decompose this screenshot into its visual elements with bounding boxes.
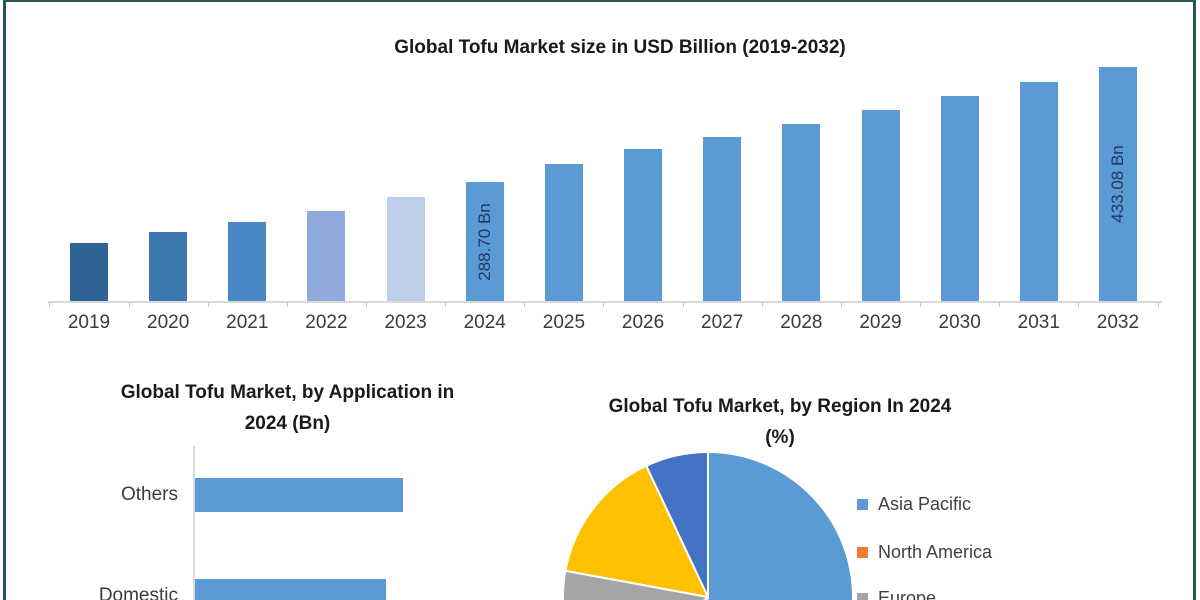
region-chart-title-line2: (%) bbox=[765, 427, 795, 448]
category-label-others: Others bbox=[120, 484, 178, 505]
x-axis-label-2027: 2027 bbox=[701, 312, 744, 333]
market-size-plot-area: 288.70 Bn 433.08 Bn bbox=[50, 46, 1162, 301]
axis-tick bbox=[366, 303, 367, 307]
axis-tick bbox=[920, 303, 922, 307]
bar-value-label-2024: 288.70 Bn bbox=[474, 202, 494, 281]
axis-tick bbox=[445, 303, 447, 307]
legend-item-north-america: North America bbox=[857, 540, 992, 564]
legend-swatch-icon bbox=[857, 592, 868, 600]
x-axis-label-2021: 2021 bbox=[226, 312, 269, 333]
bar-2028 bbox=[782, 124, 821, 301]
axis-tick bbox=[524, 303, 526, 307]
legend-item-asia-pacific: Asia Pacific bbox=[857, 492, 971, 516]
border-right bbox=[1193, 0, 1196, 600]
axis-tick bbox=[49, 303, 51, 307]
legend-label: North America bbox=[878, 542, 993, 562]
bar-2026 bbox=[624, 149, 663, 301]
x-axis-label-2025: 2025 bbox=[542, 312, 586, 333]
bar-2020 bbox=[149, 232, 188, 301]
axis-tick bbox=[286, 303, 288, 307]
application-chart-title-line2: 2024 (Bn) bbox=[244, 413, 331, 434]
axis-tick bbox=[840, 303, 842, 307]
bar-2024: 288.70 Bn bbox=[465, 182, 504, 301]
axis-tick bbox=[682, 303, 684, 307]
region-pie bbox=[562, 451, 854, 600]
x-axis-label-2023: 2023 bbox=[384, 312, 427, 333]
bar-2027 bbox=[703, 137, 742, 301]
pie-slice-europe bbox=[562, 569, 709, 600]
legend-swatch-icon bbox=[857, 546, 868, 558]
application-chart-title-line1: Global Tofu Market, by Application in bbox=[120, 382, 455, 403]
region-chart-title-line1: Global Tofu Market, by Region In 2024 bbox=[608, 396, 952, 417]
axis-tick bbox=[603, 303, 605, 307]
bar-2029 bbox=[861, 110, 900, 301]
x-axis-label-2031: 2031 bbox=[1017, 312, 1060, 333]
axis-tick bbox=[761, 303, 763, 307]
bar-2019 bbox=[70, 243, 108, 301]
legend-label: Asia Pacific bbox=[878, 494, 972, 514]
bar-value-label-2032: 433.08 Bn bbox=[1107, 145, 1127, 223]
border-top bbox=[3, 0, 1196, 2]
x-axis-label-2024: 2024 bbox=[463, 312, 506, 333]
axis-tick bbox=[207, 303, 209, 307]
bar-others bbox=[195, 478, 403, 512]
pie-slice-unlabeled-3 bbox=[564, 464, 709, 598]
x-axis-label-2020: 2020 bbox=[147, 312, 190, 333]
pie-slice-unlabeled-4 bbox=[645, 451, 709, 598]
axis-tick bbox=[999, 303, 1001, 307]
x-axis-label-2019: 2019 bbox=[67, 312, 111, 333]
legend-item-europe: Europe bbox=[857, 586, 936, 600]
legend-swatch-icon bbox=[857, 498, 868, 510]
x-axis-label-2029: 2029 bbox=[859, 312, 902, 333]
x-axis-label-2032: 2032 bbox=[1096, 312, 1140, 333]
bar-2022 bbox=[307, 211, 346, 301]
x-axis-label-2022: 2022 bbox=[305, 312, 348, 333]
application-chart-title: Global Tofu Market, by Application in 20… bbox=[55, 377, 520, 439]
axis-tick bbox=[1157, 303, 1159, 307]
axis-tick bbox=[1078, 303, 1080, 307]
bar-2030 bbox=[940, 96, 979, 301]
border-left bbox=[3, 0, 6, 600]
pie-slice-asia-pacific bbox=[705, 451, 854, 600]
bar-2032: 433.08 Bn bbox=[1098, 67, 1137, 301]
market-size-chart-title: Global Tofu Market size in USD Billion (… bbox=[394, 37, 846, 58]
bar-2021 bbox=[228, 222, 267, 301]
application-chart-y-axis bbox=[193, 446, 195, 600]
bar-2023 bbox=[386, 197, 425, 301]
market-size-x-axis bbox=[48, 301, 1162, 303]
x-axis-label-2026: 2026 bbox=[621, 312, 665, 333]
bar-domestic bbox=[195, 579, 386, 600]
x-axis-label-2028: 2028 bbox=[780, 312, 823, 333]
x-axis-label-2030: 2030 bbox=[938, 312, 981, 333]
bar-2031 bbox=[1019, 82, 1058, 301]
axis-tick bbox=[128, 303, 130, 307]
region-chart-title: Global Tofu Market, by Region In 2024 (%… bbox=[590, 391, 970, 453]
bar-2025 bbox=[544, 164, 583, 301]
legend-label: Europe bbox=[878, 588, 937, 600]
category-label-domestic: Domestic bbox=[98, 585, 178, 600]
